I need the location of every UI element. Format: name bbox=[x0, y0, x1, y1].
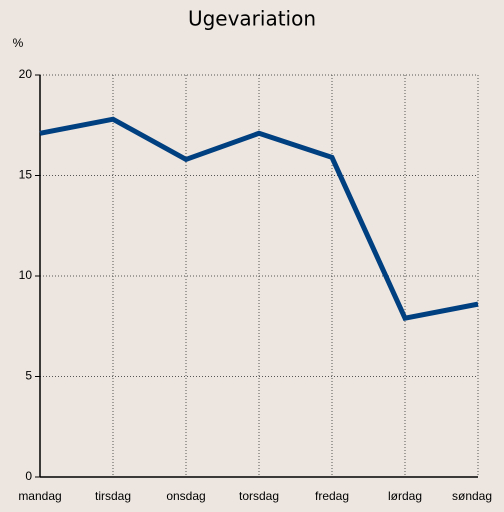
line-series bbox=[39, 116, 479, 322]
chart-title: Ugevariation bbox=[188, 7, 316, 31]
x-tick-label: søndag bbox=[452, 489, 492, 503]
y-tick-label: 15 bbox=[19, 168, 33, 182]
x-tick-label: lørdag bbox=[388, 489, 422, 503]
x-tick-label: torsdag bbox=[239, 489, 279, 503]
x-tick-label: tirsdag bbox=[95, 489, 131, 503]
x-tick-label: mandag bbox=[18, 489, 61, 503]
y-tick-label: 0 bbox=[25, 469, 32, 483]
x-tick-label: onsdag bbox=[166, 489, 205, 503]
y-tick-label: 10 bbox=[19, 268, 33, 282]
x-tick-label: fredag bbox=[315, 489, 349, 503]
y-tick-label: 5 bbox=[25, 369, 32, 383]
y-tick-label: 20 bbox=[19, 67, 33, 81]
y-axis-label: % bbox=[13, 36, 24, 50]
